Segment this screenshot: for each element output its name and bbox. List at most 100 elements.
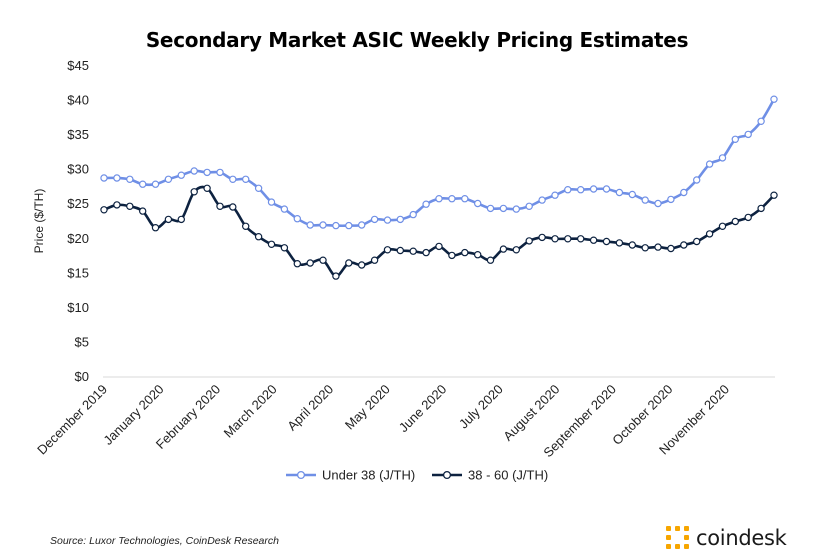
data-point — [138, 180, 147, 188]
data-point — [151, 223, 160, 232]
x-tick-label: July 2020 — [456, 382, 506, 432]
data-point — [770, 191, 778, 199]
data-point — [551, 235, 559, 243]
data-point — [757, 117, 765, 126]
data-point — [370, 215, 379, 224]
data-point — [680, 188, 688, 197]
data-point — [164, 215, 173, 224]
x-tick-label: March 2020 — [221, 382, 280, 441]
data-point — [293, 214, 301, 223]
data-point — [654, 199, 662, 208]
data-point — [422, 248, 430, 257]
data-point — [615, 239, 624, 247]
series-line — [103, 98, 776, 228]
data-point — [306, 221, 314, 229]
data-point — [254, 232, 263, 241]
data-point — [370, 256, 379, 264]
data-point — [345, 259, 353, 267]
legend-item: Under 38 (J/TH) — [286, 468, 415, 483]
data-point — [705, 160, 714, 168]
y-tick-label: $5 — [75, 334, 89, 349]
data-point — [770, 95, 778, 103]
data-point — [731, 217, 740, 226]
coindesk-logo-icon — [666, 526, 690, 550]
x-tick-label: April 2020 — [284, 382, 336, 434]
data-point — [396, 246, 404, 255]
y-tick-label: $40 — [67, 93, 89, 108]
data-point — [680, 241, 688, 249]
data-point — [229, 203, 237, 211]
data-point — [241, 222, 250, 230]
data-point — [744, 213, 752, 222]
data-point — [744, 130, 752, 139]
data-point — [602, 237, 611, 246]
x-tick-label: May 2020 — [342, 382, 393, 433]
brand-logo: coindesk — [666, 524, 787, 552]
data-point — [705, 230, 714, 238]
data-point — [602, 185, 611, 193]
data-point — [628, 241, 637, 249]
data-point — [435, 194, 443, 203]
data-point — [757, 204, 765, 213]
y-axis-label: Price ($/TH) — [32, 189, 46, 254]
x-tick-label: August 2020 — [500, 382, 562, 444]
data-point — [461, 248, 469, 257]
data-point — [589, 236, 598, 244]
y-tick-label: $20 — [67, 231, 89, 246]
series-1 — [100, 95, 778, 230]
data-point — [409, 247, 417, 255]
x-tick-label: June 2020 — [396, 382, 450, 436]
y-tick-label: $35 — [67, 127, 89, 142]
data-point — [216, 168, 224, 177]
data-point — [512, 246, 521, 254]
data-point — [293, 260, 301, 268]
data-point — [628, 190, 637, 199]
data-point — [126, 175, 134, 183]
data-point — [267, 240, 276, 248]
chart-title: Secondary Market ASIC Weekly Pricing Est… — [145, 28, 689, 52]
y-tick-label: $15 — [67, 265, 89, 280]
data-point — [525, 237, 533, 245]
data-point — [319, 256, 327, 264]
data-point — [177, 215, 185, 224]
data-point — [731, 135, 740, 143]
data-point — [190, 188, 198, 196]
y-tick-label: $10 — [67, 300, 89, 315]
data-point — [615, 188, 624, 197]
brand-name: coindesk — [696, 526, 787, 550]
data-point — [499, 245, 508, 253]
legend-label: 38 - 60 (J/TH) — [468, 468, 548, 483]
y-tick-label: $30 — [67, 162, 89, 177]
y-tick-label: $0 — [75, 369, 89, 384]
data-point — [474, 250, 482, 259]
data-point — [126, 202, 134, 210]
data-point — [383, 216, 392, 224]
data-point — [693, 176, 701, 184]
data-point — [499, 204, 508, 213]
data-point — [280, 244, 289, 252]
data-point — [461, 194, 469, 203]
data-point — [564, 235, 572, 243]
data-point — [332, 221, 340, 230]
data-point — [512, 205, 521, 213]
y-tick-label: $45 — [67, 58, 89, 73]
legend-swatch-marker — [296, 470, 306, 480]
data-point — [229, 175, 237, 183]
data-point — [718, 154, 727, 162]
legend-swatch-marker — [442, 470, 452, 480]
data-point — [267, 198, 276, 206]
data-point — [306, 259, 314, 267]
data-point — [358, 261, 366, 269]
data-point — [164, 175, 173, 183]
data-point — [667, 195, 675, 204]
data-point — [422, 200, 430, 208]
data-point — [589, 185, 598, 193]
x-tick-label: December 2019 — [34, 382, 110, 458]
data-point — [538, 196, 546, 204]
data-point — [448, 251, 456, 260]
data-point — [138, 207, 147, 215]
data-point — [641, 244, 649, 252]
y-axis-title: Price ($/TH) — [32, 189, 46, 254]
